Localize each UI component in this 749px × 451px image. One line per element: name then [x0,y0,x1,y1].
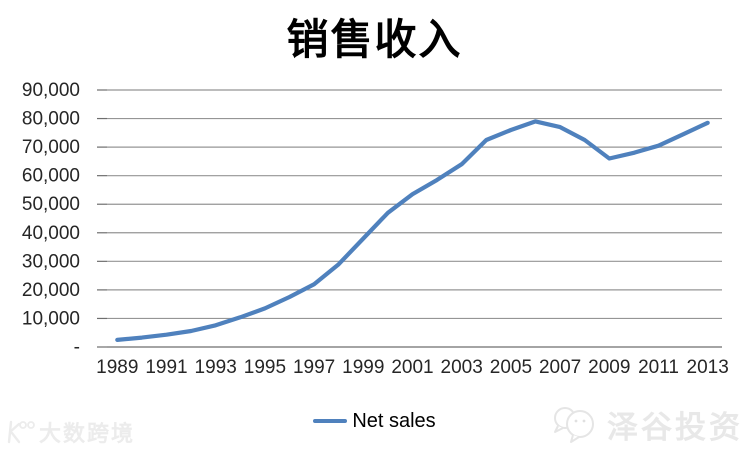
y-tick-label: - [74,337,80,358]
y-tick-label: 10,000 [22,308,80,329]
x-tick-label: 2011 [638,357,679,378]
x-tick-label: 1997 [293,357,335,378]
x-tick-label: 2009 [588,357,630,378]
y-tick-label: 90,000 [22,80,80,101]
chart-title: 销售收入 [286,18,463,64]
x-tick-label: 2005 [490,357,532,378]
y-tick-label: 60,000 [22,166,80,187]
net-sales-line [115,119,710,342]
x-tick-label: 1993 [195,357,237,378]
legend: Net sales [0,406,749,436]
x-tick-label: 2003 [441,357,483,378]
x-tick-label: 2001 [391,357,433,378]
legend-line-swatch [313,419,348,423]
x-tick-label: 2007 [539,357,581,378]
y-tick-label: 40,000 [22,223,80,244]
x-tick-label: 2013 [687,357,729,378]
y-tick-label: 80,000 [22,109,80,130]
y-tick-label: 30,000 [22,251,80,272]
y-tick-label: 20,000 [22,280,80,301]
y-tick-label: 70,000 [22,137,80,158]
y-tick-label: 50,000 [22,194,80,215]
x-tick-label: 1995 [244,357,286,378]
x-tick-label: 1989 [96,357,138,378]
legend-label: Net sales [352,409,436,432]
x-tick-label: 1991 [145,357,187,378]
x-tick-label: 1999 [342,357,384,378]
